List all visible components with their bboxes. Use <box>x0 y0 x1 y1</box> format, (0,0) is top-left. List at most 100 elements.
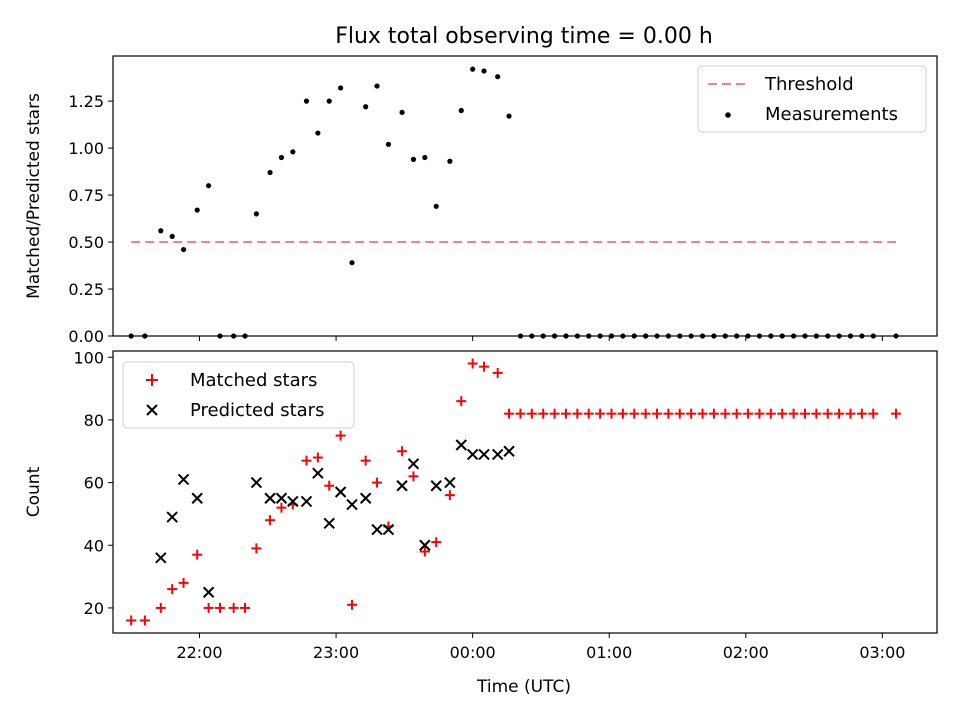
legend-predicted-label: Predicted stars <box>190 400 324 421</box>
matched-star-point <box>617 408 628 419</box>
bottom-x-tick-label: 00:00 <box>450 643 496 662</box>
measurement-point <box>194 207 200 213</box>
measurement-point <box>385 141 392 147</box>
matched-star-point <box>686 408 697 419</box>
top-y-tick-label: 1.25 <box>68 92 104 111</box>
matched-star-point <box>583 408 594 419</box>
top-plot-frame <box>112 55 938 337</box>
matched-star-point <box>526 408 537 419</box>
bottom-y-axis-label: Count <box>24 466 44 517</box>
top-y-tick-label: 0.25 <box>68 280 104 299</box>
predicted-star-point <box>503 445 515 457</box>
matched-star-point <box>467 358 478 369</box>
predicted-star-point <box>264 492 276 504</box>
matched-star-point <box>347 599 358 610</box>
predicted-star-point <box>312 467 324 479</box>
top-y-tick-label: 0.50 <box>68 233 104 252</box>
matched-star-point <box>629 408 640 419</box>
top-y-tick-label: 1.00 <box>68 139 104 158</box>
matched-star-point <box>560 408 571 419</box>
top-y-tick-label: 0.00 <box>68 327 104 346</box>
measurement-point <box>506 113 512 119</box>
predicted-star-point <box>346 498 358 511</box>
measurement-point <box>290 149 296 155</box>
top-points-layer <box>128 66 899 339</box>
bottom-y-tick-label: 20 <box>84 599 104 618</box>
measurement-point <box>206 183 212 189</box>
bottom-x-tick-label: 22:00 <box>176 643 222 662</box>
measurement-point <box>315 130 321 136</box>
predicted-star-point <box>191 492 203 504</box>
measurement-point <box>326 98 332 104</box>
matched-star-point <box>811 408 822 419</box>
measurement-point <box>180 246 187 253</box>
matched-star-point <box>240 602 251 613</box>
matched-star-point <box>697 408 708 419</box>
matched-star-point <box>743 408 754 419</box>
measurement-point <box>495 74 501 80</box>
measurement-point <box>422 154 428 161</box>
matched-star-point <box>492 367 503 378</box>
matched-star-point <box>549 408 560 419</box>
bottom-legend-box <box>122 361 355 429</box>
predicted-star-point <box>407 458 420 470</box>
matched-star-point <box>251 543 262 554</box>
matched-star-point <box>397 446 408 457</box>
chart-title: Flux total observing time = 0.00 h <box>335 24 713 49</box>
predicted-star-point <box>177 473 190 486</box>
matched-star-point <box>301 455 312 466</box>
bottom-x-tick-label: 02:00 <box>723 643 769 662</box>
matched-star-point <box>456 396 467 407</box>
legend-measurements-label: Measurements <box>765 104 898 125</box>
matched-star-point <box>765 408 776 419</box>
bottom-y-tick-label: 80 <box>84 411 104 430</box>
matched-star-point <box>155 602 166 613</box>
matched-star-point <box>324 480 335 491</box>
bottom-x-ticks: 22:00 23:00 00:00 01:00 02:00 03:00 <box>176 633 905 662</box>
bottom-y-tick-label: 60 <box>84 474 104 493</box>
measurement-point <box>481 68 487 74</box>
measurement-point <box>433 203 439 209</box>
legend-matched-label: Matched stars <box>190 370 317 391</box>
matched-star-point <box>891 408 902 419</box>
matched-star-point <box>178 577 189 588</box>
bottom-y-tick-label: 100 <box>73 348 104 367</box>
measurement-point <box>278 154 285 161</box>
bottom-y-tick-label: 40 <box>84 536 104 555</box>
matched-star-point <box>663 408 674 419</box>
matched-star-point <box>595 408 606 419</box>
matched-star-point <box>856 408 867 419</box>
matched-star-point <box>834 408 845 419</box>
matched-star-point <box>652 408 663 419</box>
measurement-point <box>470 66 476 72</box>
legend-predicted-marker <box>146 404 158 416</box>
predicted-star-point <box>491 448 504 461</box>
matched-star-point <box>126 615 137 626</box>
predicted-star-point <box>287 495 299 508</box>
bottom-x-tick-label: 03:00 <box>859 643 905 662</box>
matched-star-point <box>720 408 731 419</box>
matched-star-point <box>731 408 742 419</box>
matched-star-point <box>312 452 323 463</box>
predicted-star-point <box>466 448 479 461</box>
predicted-star-point <box>250 476 263 489</box>
matched-star-point <box>431 537 442 548</box>
matched-star-point <box>754 408 765 419</box>
predicted-star-point <box>371 523 383 536</box>
measurement-point <box>447 158 453 164</box>
legend-matched-marker <box>146 374 158 386</box>
legend-threshold-label: Threshold <box>764 74 854 95</box>
bottom-y-ticks: 20 40 60 80 100 <box>73 348 113 618</box>
measurement-point <box>303 98 310 104</box>
predicted-star-point <box>430 480 442 492</box>
matched-star-point <box>192 549 203 560</box>
top-x-ticks <box>198 336 883 341</box>
bottom-x-tick-label: 01:00 <box>586 643 632 662</box>
measurement-point <box>267 169 273 176</box>
matched-star-point <box>372 477 383 488</box>
matched-star-point <box>335 430 346 441</box>
legend-measurements-marker <box>725 112 731 118</box>
matched-star-point <box>822 408 833 419</box>
matched-star-point <box>674 408 685 419</box>
